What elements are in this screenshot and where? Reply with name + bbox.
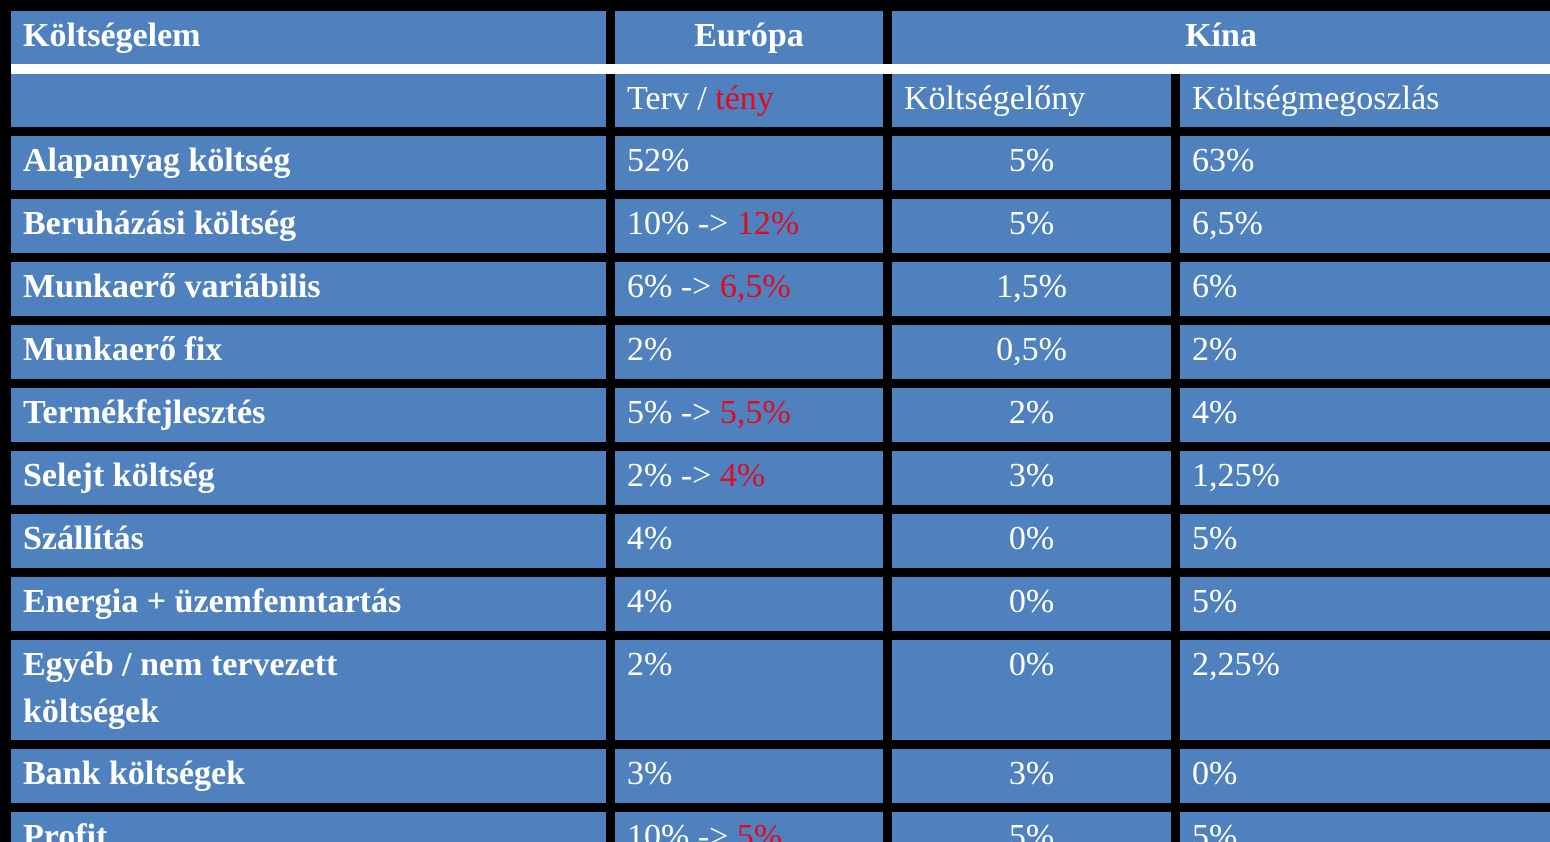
plan-value: 3% xyxy=(627,754,673,792)
fact-value: 6,5% xyxy=(719,267,791,305)
table-row: Egyéb / nem tervezett költségek 2% 0% 2,… xyxy=(1,630,1550,749)
header-terv-teny: Terv / tény xyxy=(606,64,892,136)
fact-value: 12% xyxy=(736,204,800,242)
europa-value-cell: 10% -> 5% xyxy=(606,802,892,842)
plan-value: 6% xyxy=(627,267,673,305)
europa-value-cell: 3% xyxy=(606,739,892,812)
kina-megoszlas-cell: 2,25% xyxy=(1171,630,1550,749)
table-row: Energia + üzemfenntartás 4% 0% 5% xyxy=(1,567,1550,640)
kina-elony-cell: 1,5% xyxy=(883,252,1180,325)
row-label: Termékfejlesztés xyxy=(1,378,615,451)
row-label: Profit xyxy=(1,802,615,842)
kina-megoszlas-cell: 5% xyxy=(1171,802,1550,842)
table-row: Selejt költség 2% -> 4% 3% 1,25% xyxy=(1,441,1550,514)
kina-elony-cell: 0% xyxy=(883,567,1180,640)
europa-value-cell: 4% xyxy=(606,504,892,577)
row-label: Alapanyag költség xyxy=(1,126,615,199)
plan-value: 4% xyxy=(627,582,673,620)
kina-megoszlas-cell: 63% xyxy=(1171,126,1550,199)
kina-elony-cell: 3% xyxy=(883,441,1180,514)
kina-elony-cell: 0,5% xyxy=(883,315,1180,388)
table-row: Szállítás 4% 0% 5% xyxy=(1,504,1550,577)
table-row: Munkaerő variábilis 6% -> 6,5% 1,5% 6% xyxy=(1,252,1550,325)
kina-megoszlas-cell: 6% xyxy=(1171,252,1550,325)
table-row: Bank költségek 3% 3% 0% xyxy=(1,739,1550,812)
header-koltsegmegoszlas: Költségmegoszlás xyxy=(1171,64,1550,136)
plan-value: 2% xyxy=(627,456,673,494)
europa-value-cell: 2% xyxy=(606,315,892,388)
arrow-text: -> xyxy=(689,204,737,242)
row-label: Szállítás xyxy=(1,504,615,577)
kina-megoszlas-cell: 5% xyxy=(1171,504,1550,577)
kina-megoszlas-cell: 5% xyxy=(1171,567,1550,640)
terv-label: Terv / xyxy=(627,79,716,117)
table-row: Profit 10% -> 5% 5% 5% xyxy=(1,802,1550,842)
europa-value-cell: 10% -> 12% xyxy=(606,189,892,262)
europa-value-cell: 2% -> 4% xyxy=(606,441,892,514)
table-body: Alapanyag költség 52% 5% 63% Beruházási … xyxy=(1,126,1550,842)
kina-megoszlas-cell: 4% xyxy=(1171,378,1550,451)
teny-label: tény xyxy=(715,79,774,117)
kina-megoszlas-cell: 2% xyxy=(1171,315,1550,388)
header-empty-cell xyxy=(1,64,615,136)
fact-value: 5% xyxy=(736,817,783,842)
europa-value-cell: 52% xyxy=(606,126,892,199)
kina-megoszlas-cell: 1,25% xyxy=(1171,441,1550,514)
kina-megoszlas-cell: 6,5% xyxy=(1171,189,1550,262)
europa-value-cell: 4% xyxy=(606,567,892,640)
plan-value: 4% xyxy=(627,519,673,557)
table-row: Termékfejlesztés 5% -> 5,5% 2% 4% xyxy=(1,378,1550,451)
kina-elony-cell: 5% xyxy=(883,802,1180,842)
row-label: Energia + üzemfenntartás xyxy=(1,567,615,640)
row-label: Bank költségek xyxy=(1,739,615,812)
kina-elony-cell: 3% xyxy=(883,739,1180,812)
header-group-row: Költségelem Európa Kína xyxy=(1,0,1550,74)
plan-value: 52% xyxy=(627,141,690,179)
plan-value: 10% xyxy=(627,817,690,842)
table-header: Költségelem Európa Kína Terv / tény Költ… xyxy=(1,0,1550,136)
row-label: Selejt költség xyxy=(1,441,615,514)
header-koltsegelony: Költségelőny xyxy=(883,64,1180,136)
plan-value: 2% xyxy=(627,645,673,683)
europa-value-cell: 6% -> 6,5% xyxy=(606,252,892,325)
kina-elony-cell: 0% xyxy=(883,630,1180,749)
row-label: Beruházási költség xyxy=(1,189,615,262)
fact-value: 4% xyxy=(719,456,766,494)
row-label: Egyéb / nem tervezett költségek xyxy=(1,630,615,749)
europa-value-cell: 2% xyxy=(606,630,892,749)
europa-value-cell: 5% -> 5,5% xyxy=(606,378,892,451)
plan-value: 5% xyxy=(627,393,673,431)
arrow-text: -> xyxy=(672,456,720,494)
row-label: Munkaerő fix xyxy=(1,315,615,388)
header-europa: Európa xyxy=(606,0,892,74)
header-koltsegelem: Költségelem xyxy=(1,0,615,74)
arrow-text: -> xyxy=(672,393,720,431)
header-kina: Kína xyxy=(883,0,1550,74)
table-row: Beruházási költség 10% -> 12% 5% 6,5% xyxy=(1,189,1550,262)
kina-megoszlas-cell: 0% xyxy=(1171,739,1550,812)
kina-elony-cell: 2% xyxy=(883,378,1180,451)
header-sub-row: Terv / tény Költségelőny Költségmegoszlá… xyxy=(1,64,1550,136)
kina-elony-cell: 5% xyxy=(883,189,1180,262)
kina-elony-cell: 0% xyxy=(883,504,1180,577)
arrow-text: -> xyxy=(689,817,737,842)
kina-elony-cell: 5% xyxy=(883,126,1180,199)
plan-value: 2% xyxy=(627,330,673,368)
arrow-text: -> xyxy=(672,267,720,305)
row-label: Munkaerő variábilis xyxy=(1,252,615,325)
plan-value: 10% xyxy=(627,204,690,242)
fact-value: 5,5% xyxy=(719,393,791,431)
table-row: Alapanyag költség 52% 5% 63% xyxy=(1,126,1550,199)
table-row: Munkaerő fix 2% 0,5% 2% xyxy=(1,315,1550,388)
